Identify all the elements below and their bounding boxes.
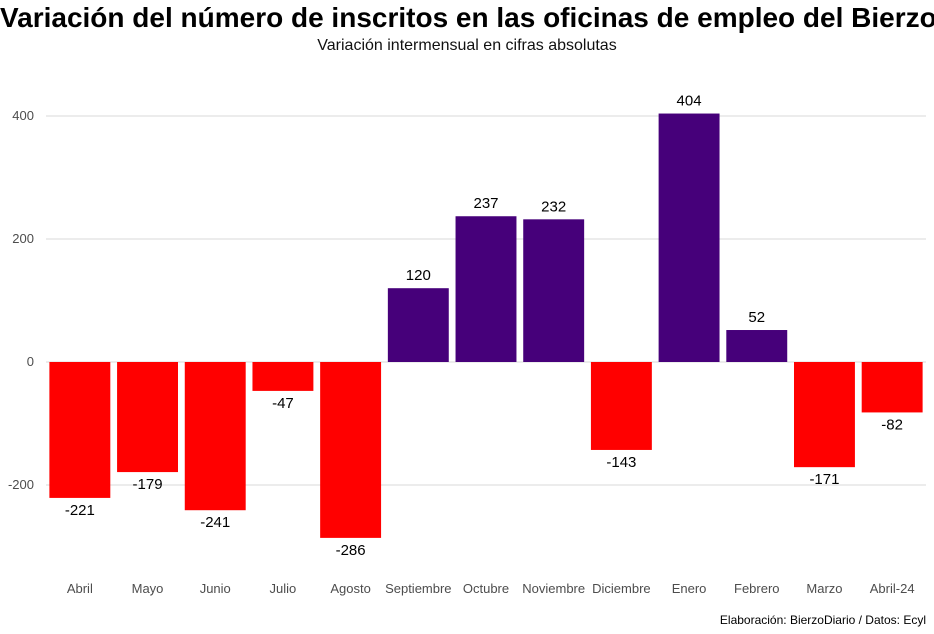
bar: [590, 362, 652, 450]
bar-value-label: -47: [272, 395, 294, 412]
bar-value-label: 52: [748, 309, 765, 326]
chart-subtitle: Variación intermensual en cifras absolut…: [317, 37, 617, 54]
bar: [455, 216, 517, 362]
bar: [794, 362, 855, 468]
chart-title: Variación del número de inscritos en las…: [0, 2, 934, 33]
bar-value-label: -179: [133, 476, 163, 493]
bar: [252, 362, 314, 391]
bar: [523, 219, 585, 362]
bar-value-label: -82: [881, 416, 903, 433]
x-tick-label: Febrero: [734, 581, 780, 596]
y-tick-label: 400: [12, 108, 34, 123]
bar-value-label: -171: [809, 471, 839, 488]
x-tick-label: Junio: [200, 581, 231, 596]
x-tick-label: Marzo: [806, 581, 842, 596]
x-tick-label: Noviembre: [522, 581, 585, 596]
y-tick-label: 0: [27, 354, 34, 369]
bar-value-label: 404: [677, 93, 702, 110]
bar-value-label: -221: [65, 502, 95, 519]
bar: [184, 362, 246, 511]
x-tick-label: Enero: [672, 581, 707, 596]
bar-value-label: -241: [200, 514, 230, 531]
bar: [861, 362, 923, 413]
bar-value-label: 232: [541, 198, 566, 215]
x-tick-label: Mayo: [132, 581, 164, 596]
y-tick-label: 200: [12, 231, 34, 246]
bar: [49, 362, 111, 498]
bar: [658, 113, 720, 362]
x-tick-label: Abril-24: [870, 581, 915, 596]
x-tick-label: Septiembre: [385, 581, 451, 596]
bar: [320, 362, 382, 538]
y-tick-label: -200: [8, 477, 34, 492]
bar-value-label: -286: [336, 542, 366, 559]
bar-value-label: -143: [606, 454, 636, 471]
x-tick-label: Abril: [67, 581, 93, 596]
bar-value-label: 237: [473, 195, 498, 212]
bar: [726, 330, 788, 362]
bar: [387, 288, 449, 362]
bar-value-label: 120: [406, 267, 431, 284]
bar: [117, 362, 178, 473]
x-tick-label: Agosto: [330, 581, 370, 596]
x-tick-label: Julio: [270, 581, 297, 596]
x-tick-label: Diciembre: [592, 581, 651, 596]
chart-caption: Elaboración: BierzoDiario / Datos: Ecyl: [719, 613, 926, 627]
x-tick-label: Octubre: [463, 581, 509, 596]
